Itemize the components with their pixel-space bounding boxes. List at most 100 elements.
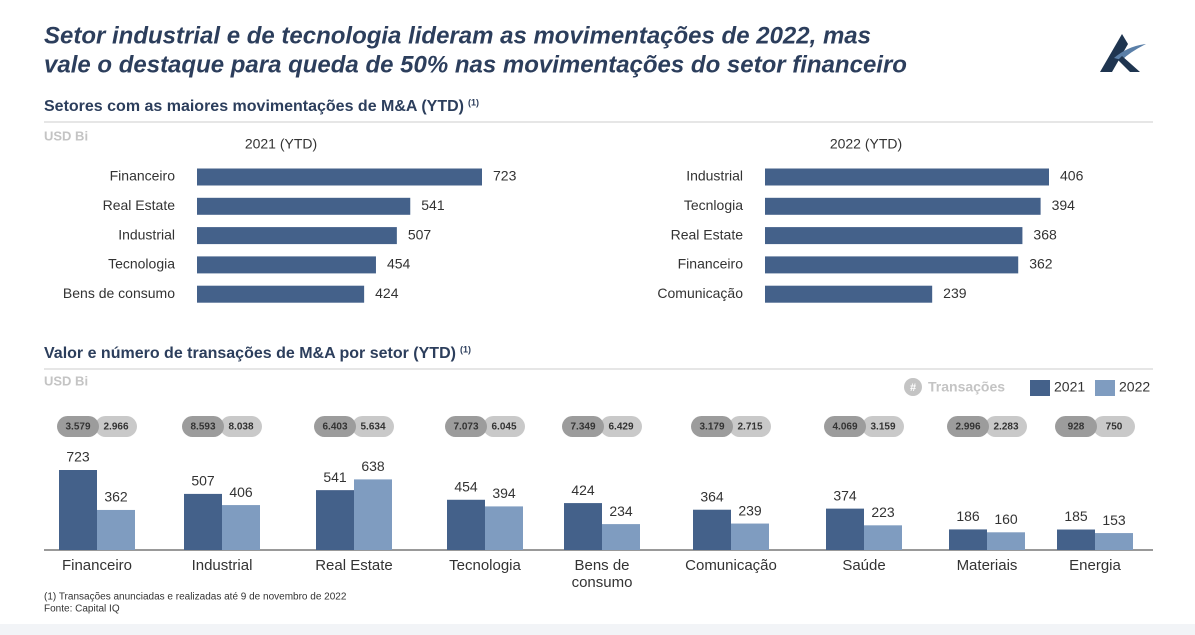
bar xyxy=(197,168,482,186)
legend-swatch xyxy=(1095,380,1115,396)
chart-title: 2022 (YTD) xyxy=(830,136,902,152)
transaction-pill xyxy=(483,416,525,437)
value-label: 723 xyxy=(66,449,90,465)
bar xyxy=(864,525,902,550)
bar xyxy=(826,508,864,550)
bar xyxy=(731,523,769,550)
transaction-label: 8.593 xyxy=(190,422,215,433)
value-label: 153 xyxy=(1102,512,1126,528)
value-label: 239 xyxy=(943,285,967,301)
transaction-label: 6.429 xyxy=(608,422,633,433)
transaction-label: 750 xyxy=(1106,422,1123,433)
value-label: 160 xyxy=(994,511,1018,527)
transaction-pill xyxy=(57,416,99,437)
transaction-pill xyxy=(862,416,904,437)
transaction-label: 2.715 xyxy=(737,422,762,433)
bar xyxy=(97,509,135,550)
transaction-label: 7.349 xyxy=(570,422,595,433)
value-label: 723 xyxy=(493,168,517,184)
transaction-pill xyxy=(314,416,356,437)
bar xyxy=(602,524,640,550)
category-label: Real Estate xyxy=(103,197,176,213)
transaction-pill xyxy=(824,416,866,437)
category-label: Materiais xyxy=(956,557,1018,574)
value-label: 406 xyxy=(1060,168,1084,184)
value-label: 507 xyxy=(191,473,215,489)
transaction-label: 6.045 xyxy=(491,422,516,433)
bar xyxy=(447,499,485,550)
unit-label: USD Bi xyxy=(44,373,88,388)
transaction-label: 4.069 xyxy=(832,422,857,433)
unit-label: USD Bi xyxy=(44,128,88,143)
bar xyxy=(765,168,1049,186)
transaction-pill xyxy=(600,416,642,437)
category-label: Tecnlogia xyxy=(684,197,743,213)
transaction-pill xyxy=(691,416,733,437)
logo xyxy=(1100,34,1146,72)
transaction-pill xyxy=(95,416,137,437)
category-label: Industrial xyxy=(118,226,175,242)
transaction-pill xyxy=(1093,416,1135,437)
bar xyxy=(1057,529,1095,550)
transaction-label: 928 xyxy=(1068,422,1085,433)
value-label: 507 xyxy=(408,226,432,242)
footnote: (1) Transações anunciadas e realizadas a… xyxy=(44,592,347,603)
bar xyxy=(765,197,1041,215)
value-label: 541 xyxy=(421,197,445,213)
transaction-pill xyxy=(729,416,771,437)
value-label: 186 xyxy=(956,508,980,524)
transaction-label: 7.073 xyxy=(453,422,478,433)
transaction-pill xyxy=(182,416,224,437)
value-label: 362 xyxy=(104,489,128,505)
transaction-pill xyxy=(352,416,394,437)
transaction-pill xyxy=(562,416,604,437)
bar xyxy=(693,509,731,550)
bar xyxy=(197,285,365,303)
value-label: 406 xyxy=(229,484,253,500)
value-label: 362 xyxy=(1029,256,1053,272)
transaction-pill xyxy=(947,416,989,437)
value-label: 638 xyxy=(361,458,385,474)
slide-title: Setor industrial e de tecnologia lideram… xyxy=(44,22,871,49)
transaction-pill xyxy=(985,416,1027,437)
transaction-label: 3.179 xyxy=(699,422,724,433)
section-title: Setores com as maiores movimentações de … xyxy=(44,98,464,115)
transaction-pill xyxy=(1055,416,1097,437)
category-label: Tecnologia xyxy=(449,557,521,574)
bar xyxy=(197,256,376,274)
value-label: 374 xyxy=(833,487,857,503)
value-label: 394 xyxy=(492,485,516,501)
slide-title: vale o destaque para queda de 50% nas mo… xyxy=(44,51,907,78)
category-label: Bens de consumo xyxy=(63,285,175,301)
category-label: Industrial xyxy=(686,168,743,184)
bar xyxy=(316,490,354,550)
category-label: Financeiro xyxy=(110,168,176,184)
value-label: 424 xyxy=(375,285,399,301)
transaction-pill xyxy=(220,416,262,437)
category-label: Financeiro xyxy=(61,557,133,574)
category-label: Industrial xyxy=(191,557,253,574)
transaction-label: 5.634 xyxy=(360,422,385,433)
legend-label: Transações xyxy=(928,379,1005,395)
bar xyxy=(222,505,260,550)
category-label: Energia xyxy=(1069,557,1121,574)
note-mark: (1) xyxy=(468,97,479,107)
bar xyxy=(765,285,933,303)
transaction-label: 2.996 xyxy=(955,422,980,433)
transaction-label: 8.038 xyxy=(228,422,253,433)
transaction-label: 3.579 xyxy=(65,422,90,433)
bar xyxy=(987,532,1025,550)
transaction-label: 6.403 xyxy=(322,422,347,433)
bar xyxy=(184,493,222,550)
bar xyxy=(485,506,523,550)
value-label: 454 xyxy=(387,256,411,272)
value-label: 234 xyxy=(609,503,633,519)
transaction-label: 2.283 xyxy=(993,422,1018,433)
value-label: 368 xyxy=(1033,226,1057,242)
transaction-pill xyxy=(445,416,487,437)
legend-swatch xyxy=(1030,380,1050,396)
value-label: 424 xyxy=(571,482,595,498)
footnote: Fonte: Capital IQ xyxy=(44,604,120,615)
